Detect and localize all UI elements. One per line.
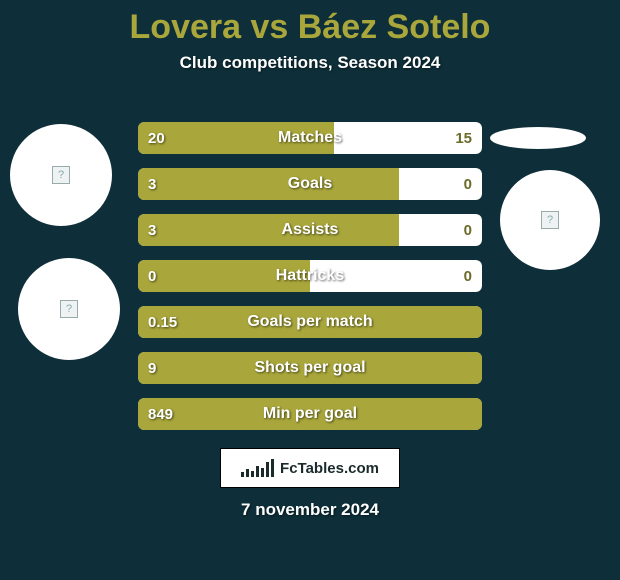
player-avatar-left-top: ? <box>10 124 112 226</box>
decorative-ellipse <box>490 127 586 149</box>
stat-bar-row: 00Hattricks <box>138 260 482 292</box>
stat-value-left: 849 <box>138 398 183 430</box>
brand-name: FcTables.com <box>280 460 379 477</box>
stat-value-right: 0 <box>454 214 482 246</box>
stat-value-right: 15 <box>445 122 482 154</box>
stat-value-right: 0 <box>454 260 482 292</box>
stat-bar-row: 0.15Goals per match <box>138 306 482 338</box>
stat-bar-left-fill <box>138 168 399 200</box>
subtitle: Club competitions, Season 2024 <box>0 53 620 73</box>
comparison-infographic: Lovera vs Báez Sotelo Club competitions,… <box>0 0 620 580</box>
stat-value-left: 3 <box>138 168 166 200</box>
player-avatar-left-bottom: ? <box>18 258 120 360</box>
page-title: Lovera vs Báez Sotelo <box>0 0 620 47</box>
stat-bar-row: 849Min per goal <box>138 398 482 430</box>
stat-bar-left-fill <box>138 352 482 384</box>
stat-value-left: 9 <box>138 352 166 384</box>
stat-bar-row: 30Goals <box>138 168 482 200</box>
stat-value-left: 3 <box>138 214 166 246</box>
brand-logo-icon <box>241 459 274 477</box>
stat-bar-left-fill <box>138 306 482 338</box>
image-placeholder-icon: ? <box>52 166 70 184</box>
attribution-badge: FcTables.com <box>220 448 400 488</box>
stat-value-right: 0 <box>454 168 482 200</box>
image-placeholder-icon: ? <box>60 300 78 318</box>
stat-value-left: 20 <box>138 122 175 154</box>
stat-bar-row: 9Shots per goal <box>138 352 482 384</box>
stat-bar-row: 30Assists <box>138 214 482 246</box>
stat-bar-left-fill <box>138 214 399 246</box>
stat-value-left: 0 <box>138 260 166 292</box>
date-label: 7 november 2024 <box>0 500 620 520</box>
stat-value-left: 0.15 <box>138 306 187 338</box>
player-avatar-right: ? <box>500 170 600 270</box>
stat-bars: 2015Matches30Goals30Assists00Hattricks0.… <box>138 122 482 444</box>
stat-bar-row: 2015Matches <box>138 122 482 154</box>
image-placeholder-icon: ? <box>541 211 559 229</box>
stat-bar-left-fill <box>138 398 482 430</box>
